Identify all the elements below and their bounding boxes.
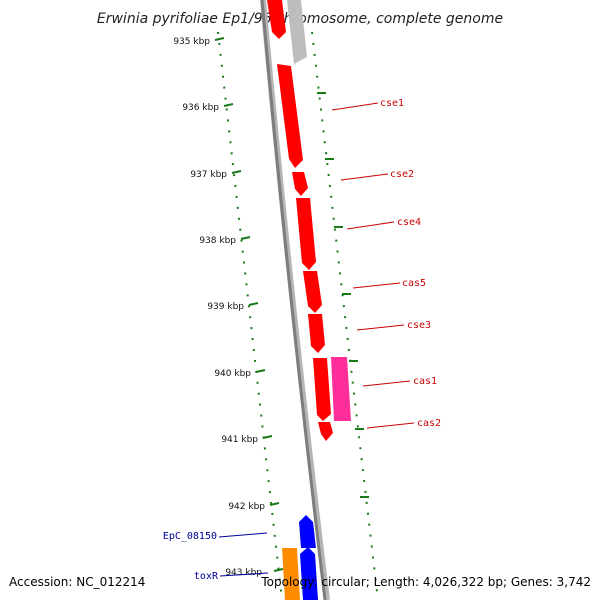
label-cas2: cas2 (417, 418, 441, 429)
label-cas1: cas1 (413, 376, 437, 387)
gene-cse3-arrow (308, 314, 325, 353)
tick-label-942: 942 kbp (228, 502, 265, 512)
label-cse1: cse1 (380, 98, 404, 109)
label-epc08150: EpC_08150 (163, 531, 217, 542)
gene-cse1-arrow (277, 64, 303, 168)
tick-label-937: 937 kbp (190, 170, 227, 180)
tick-label-936: 936 kbp (182, 103, 219, 113)
label-cse4: cse4 (397, 217, 421, 228)
tick-mark-935 (214, 37, 225, 41)
gene-cse2-arrow (292, 172, 308, 196)
gene-cas1-partner (331, 357, 351, 421)
gene-toxr (282, 548, 300, 600)
tick-mark-941 (262, 435, 273, 439)
toxr-leader (219, 572, 269, 577)
gene-cas5-arrow (303, 271, 322, 313)
gene-cse4-arrow (296, 198, 316, 270)
gene-epc08150-arrow (299, 515, 316, 548)
accession-text: Accession: NC_012214 (9, 575, 145, 589)
gene-labels: cse1 cse2 cse4 cas5 cse3 cas1 cas2 EpC_0… (163, 98, 441, 582)
tick-mark-940 (255, 369, 266, 373)
cas5-leader (352, 282, 401, 289)
cse1-leader (331, 102, 379, 111)
gene-partial-top (267, 0, 286, 39)
backbone (260, 0, 330, 600)
tick-mark-942 (269, 502, 280, 506)
tick-label-938: 938 kbp (199, 236, 236, 246)
gene-gray-top (287, 0, 307, 64)
topology-text: Topology: circular; Length: 4,026,322 bp… (260, 575, 591, 589)
epc08150-leader (218, 532, 268, 538)
tick-mark-936 (223, 103, 234, 107)
tick-mark-943 (273, 568, 284, 572)
cse2-leader (340, 173, 389, 181)
tick-label-941: 941 kbp (221, 435, 258, 445)
tick-mark-938 (240, 236, 251, 240)
tick-mark-939 (248, 302, 259, 306)
tick-label-939: 939 kbp (207, 302, 244, 312)
cas1-leader (362, 380, 411, 387)
cas2-leader (366, 422, 415, 429)
tick-label-935: 935 kbp (173, 37, 210, 47)
label-cse2: cse2 (390, 169, 414, 180)
tick-mark-937 (231, 170, 242, 174)
gene-cas1-arrow (313, 358, 331, 421)
backbone-line (260, 0, 327, 600)
cse3-leader (356, 324, 405, 331)
label-toxr: toxR (194, 571, 219, 582)
ruler-ticks: 935 kbp 936 kbp 937 kbp 938 kbp 939 kbp … (173, 37, 369, 578)
tick-label-940: 940 kbp (214, 369, 251, 379)
gene-blue-lower (300, 547, 318, 600)
label-cas5: cas5 (402, 278, 426, 289)
tick-label-943: 943 kbp (225, 568, 262, 578)
genes (267, 0, 351, 600)
cse4-leader (346, 221, 395, 230)
label-cse3: cse3 (407, 320, 431, 331)
gene-cas2-arrow (318, 422, 333, 441)
